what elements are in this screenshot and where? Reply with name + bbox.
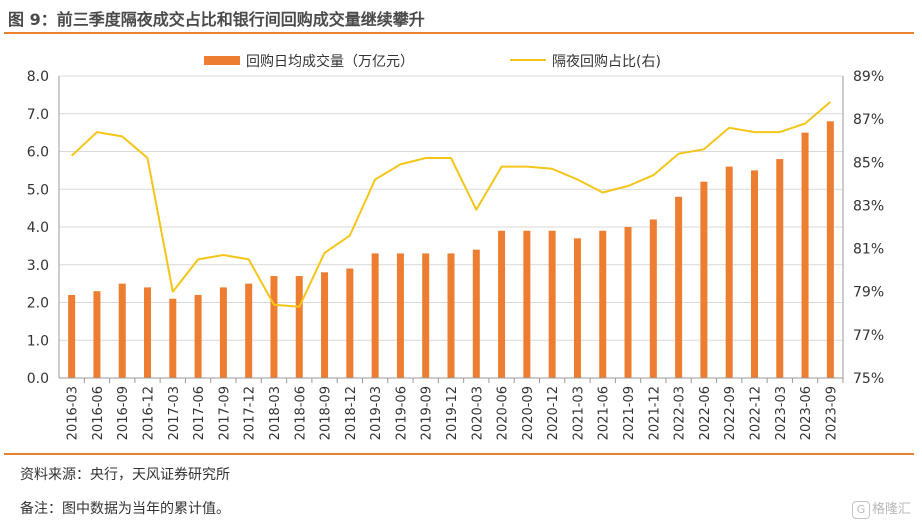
bar bbox=[245, 283, 253, 378]
y-tick-label-left: 1.0 bbox=[27, 333, 49, 349]
x-tick-label: 2023-03 bbox=[774, 386, 789, 440]
bar bbox=[346, 268, 354, 378]
x-tick-label: 2018-12 bbox=[344, 386, 359, 440]
x-tick-label: 2023-09 bbox=[824, 386, 839, 440]
bar bbox=[321, 272, 329, 378]
bar bbox=[422, 253, 430, 378]
bar bbox=[144, 287, 152, 378]
y-tick-label-right: 79% bbox=[853, 285, 884, 301]
x-tick-label: 2020-12 bbox=[546, 386, 561, 440]
x-tick-label: 2022-12 bbox=[748, 386, 763, 440]
bar bbox=[675, 196, 683, 378]
bar bbox=[801, 132, 809, 378]
bar bbox=[295, 276, 303, 378]
bar bbox=[396, 253, 404, 378]
bar bbox=[725, 166, 733, 378]
bar bbox=[472, 249, 480, 378]
legend-line-label: 隔夜回购占比(右) bbox=[552, 54, 661, 70]
y-tick-label-left: 8.0 bbox=[27, 69, 49, 85]
x-tick-label: 2016-12 bbox=[142, 386, 157, 440]
footnote: 备注：图中数据为当年的累计值。 bbox=[20, 501, 230, 517]
watermark-text: 格隆汇 bbox=[872, 502, 912, 517]
x-tick-label: 2020-03 bbox=[470, 386, 485, 440]
legend-bar-swatch bbox=[204, 56, 240, 65]
y-tick-label-left: 2.0 bbox=[27, 296, 49, 312]
y-tick-label-right: 85% bbox=[853, 155, 884, 171]
x-tick-label: 2018-06 bbox=[293, 386, 308, 440]
footer-divider bbox=[4, 453, 914, 455]
bar bbox=[523, 230, 531, 378]
bar bbox=[826, 121, 834, 379]
y-tick-label-right: 75% bbox=[853, 371, 884, 387]
x-tick-label: 2019-03 bbox=[369, 386, 384, 440]
y-tick-label-right: 77% bbox=[853, 328, 884, 344]
x-tick-label: 2021-12 bbox=[647, 386, 662, 440]
x-tick-label: 2017-12 bbox=[243, 386, 258, 440]
x-tick-label: 2022-09 bbox=[723, 386, 738, 440]
watermark: G 格隆汇 bbox=[852, 498, 911, 519]
y-tick-label-right: 83% bbox=[853, 198, 884, 214]
y-tick-label-left: 5.0 bbox=[27, 182, 49, 198]
x-tick-label: 2019-09 bbox=[420, 386, 435, 440]
x-tick-label: 2022-06 bbox=[698, 386, 713, 440]
x-tick-label: 2018-03 bbox=[268, 386, 283, 440]
x-tick-label: 2017-03 bbox=[167, 386, 182, 440]
x-tick-label: 2017-06 bbox=[192, 386, 207, 440]
page-title: 图 9：前三季度隔夜成交占比和银行间回购成交量继续攀升 bbox=[8, 10, 425, 29]
bar bbox=[169, 298, 177, 378]
y-tick-label-left: 6.0 bbox=[27, 145, 49, 161]
x-tick-label: 2021-03 bbox=[571, 386, 586, 440]
title-divider bbox=[4, 32, 914, 34]
bar bbox=[498, 230, 506, 378]
axes: 0.0 1.0 2.0 3.0 4.0 5.0 6.0 7.0 8.0 75% 77% 79% 81% 8… bbox=[27, 69, 884, 440]
y-tick-label-left: 4.0 bbox=[27, 220, 49, 236]
series-line bbox=[70, 101, 832, 308]
bar bbox=[118, 283, 126, 378]
bar bbox=[599, 230, 607, 378]
x-tick-label: 2016-03 bbox=[66, 386, 81, 440]
bar bbox=[624, 227, 632, 378]
x-tick-label: 2017-09 bbox=[217, 386, 232, 440]
y-tick-label-left: 3.0 bbox=[27, 258, 49, 274]
bar bbox=[776, 159, 784, 378]
source-note: 资料来源：央行，天风证券研究所 bbox=[20, 467, 230, 483]
bar bbox=[649, 219, 657, 378]
x-tick-label: 2021-06 bbox=[597, 386, 612, 440]
bar bbox=[573, 238, 581, 378]
y-tick-label-right: 81% bbox=[853, 242, 884, 258]
y-tick-label-left: 7.0 bbox=[27, 107, 49, 123]
x-tick-label: 2016-09 bbox=[116, 386, 131, 440]
bar bbox=[750, 170, 758, 378]
bar bbox=[219, 287, 227, 378]
bar bbox=[194, 294, 202, 378]
bar bbox=[371, 253, 379, 378]
bar bbox=[548, 230, 556, 378]
bar bbox=[700, 181, 708, 378]
x-tick-label: 2018-09 bbox=[319, 386, 334, 440]
y-tick-label-left: 0.0 bbox=[27, 371, 49, 387]
legend-bar-label: 回购日均成交量（万亿元） bbox=[246, 53, 414, 70]
x-tick-label: 2019-06 bbox=[394, 386, 409, 440]
bar bbox=[93, 291, 101, 378]
x-tick-label: 2020-06 bbox=[496, 386, 511, 440]
x-tick-label: 2020-09 bbox=[521, 386, 536, 440]
x-tick-label: 2019-12 bbox=[445, 386, 460, 440]
bar bbox=[447, 253, 455, 378]
x-tick-label: 2016-06 bbox=[91, 386, 106, 440]
x-tick-label: 2022-03 bbox=[673, 386, 688, 440]
x-tick-label: 2021-09 bbox=[622, 386, 637, 440]
watermark-logo-icon: G bbox=[852, 501, 870, 519]
bar-series bbox=[68, 121, 834, 379]
y-tick-label-right: 87% bbox=[853, 112, 884, 128]
bar bbox=[68, 294, 76, 378]
bar bbox=[270, 276, 278, 378]
x-tick-label: 2023-06 bbox=[799, 386, 814, 440]
y-tick-label-right: 89% bbox=[853, 69, 884, 85]
line-series bbox=[70, 101, 832, 308]
legend: 回购日均成交量（万亿元） 隔夜回购占比(右) bbox=[204, 53, 661, 70]
